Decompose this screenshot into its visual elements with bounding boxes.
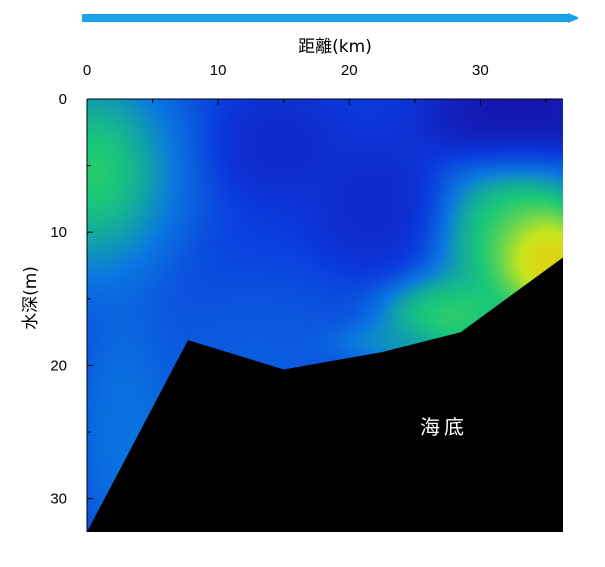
plot-area: 海底 [87, 99, 563, 532]
y-axis-ticks: 0 10 20 30 [50, 91, 93, 508]
seabed-shape [87, 257, 563, 532]
x-axis-ticks: 0 10 20 30 [83, 62, 547, 105]
y-tick-label: 0 [59, 91, 67, 108]
x-tick-label: 10 [210, 62, 227, 79]
seabed-label: 海底 [420, 415, 468, 439]
x-axis-title: 距離(km) [298, 37, 372, 57]
x-tick-label: 20 [341, 62, 358, 79]
x-tick-label: 0 [83, 62, 91, 79]
y-tick-label: 30 [50, 491, 67, 508]
y-tick-label: 20 [50, 357, 67, 374]
x-tick-label: 30 [472, 62, 489, 79]
y-tick-label: 10 [50, 224, 67, 241]
y-axis-title: 水深(m) [21, 266, 41, 330]
